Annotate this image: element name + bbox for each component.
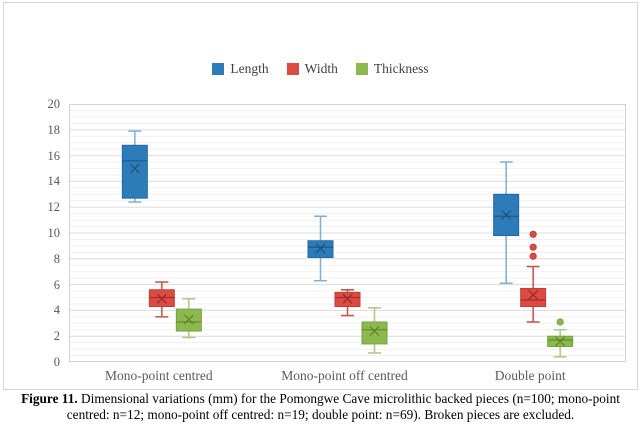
legend-item-thickness: Thickness — [355, 61, 429, 77]
legend-item-length: Length — [212, 61, 269, 77]
outlier-dot — [529, 230, 537, 238]
boxplot-svg — [69, 104, 626, 362]
plot-border — [69, 104, 626, 362]
outlier-dot — [556, 318, 564, 326]
legend-swatch-width — [286, 63, 299, 75]
mean-x-marker — [129, 163, 140, 174]
iqr-box — [520, 287, 547, 308]
y-tick-label-12: 12 — [47, 200, 61, 215]
mean-x-marker — [342, 293, 353, 304]
legend-label-thickness: Thickness — [373, 61, 429, 76]
chart-frame: Length Width Thickness 0 2 4 6 8 10 12 14 16 18 20 M… — [3, 2, 638, 390]
y-tick-label-16: 16 — [47, 148, 61, 163]
boxplot-width-double-point — [520, 230, 547, 323]
legend-swatch-length — [212, 63, 225, 75]
y-tick-label-8: 8 — [53, 251, 60, 266]
category-label-mono-point-centred: Mono-point centred — [105, 368, 213, 383]
legend-label-width: Width — [304, 61, 338, 76]
mean-x-marker — [528, 289, 539, 300]
y-tick-label-20: 20 — [47, 97, 61, 111]
boxplot-width-mono-point-centred — [148, 281, 175, 318]
boxplot-width-mono-point-off-centred — [334, 289, 361, 317]
mean-x-marker — [156, 293, 167, 304]
caption-figure-number: Figure 11. — [21, 391, 78, 406]
outlier-dot — [529, 252, 537, 260]
mean-x-marker — [183, 314, 194, 325]
legend-item-width: Width — [286, 61, 338, 77]
mean-x-marker — [501, 209, 512, 220]
figure-caption: Figure 11. Dimensional variations (mm) f… — [5, 391, 636, 423]
iqr-box — [493, 193, 520, 237]
boxplot-length-mono-point-centred — [121, 130, 148, 203]
outlier-dot — [529, 243, 537, 251]
y-tick-label-2: 2 — [53, 329, 60, 344]
y-tick-label-6: 6 — [53, 277, 60, 292]
chart-legend: Length Width Thickness — [4, 61, 637, 77]
legend-swatch-thickness — [355, 63, 368, 75]
boxplot-length-double-point — [493, 161, 520, 285]
iqr-box — [361, 321, 388, 345]
mean-x-marker — [369, 326, 380, 337]
mean-x-marker — [315, 243, 326, 254]
legend-label-length: Length — [230, 61, 269, 76]
boxplot-length-mono-point-off-centred — [307, 215, 334, 282]
y-tick-label-14: 14 — [47, 174, 61, 189]
category-label-mono-point-off-centred: Mono-point off centred — [281, 368, 408, 383]
boxplot-thickness-mono-point-off-centred — [361, 307, 388, 354]
mean-x-marker — [555, 336, 566, 347]
y-tick-label-18: 18 — [47, 122, 61, 137]
y-tick-label-0: 0 — [53, 355, 60, 369]
y-tick-label-10: 10 — [47, 226, 61, 240]
boxplot-thickness-double-point — [547, 318, 574, 358]
plot-area — [69, 104, 626, 362]
caption-text: Dimensional variations (mm) for the Pomo… — [66, 391, 620, 422]
boxplot-thickness-mono-point-centred — [175, 298, 202, 339]
iqr-box — [121, 144, 148, 199]
category-label-double-point: Double point — [494, 368, 566, 383]
y-tick-label-4: 4 — [53, 303, 60, 318]
